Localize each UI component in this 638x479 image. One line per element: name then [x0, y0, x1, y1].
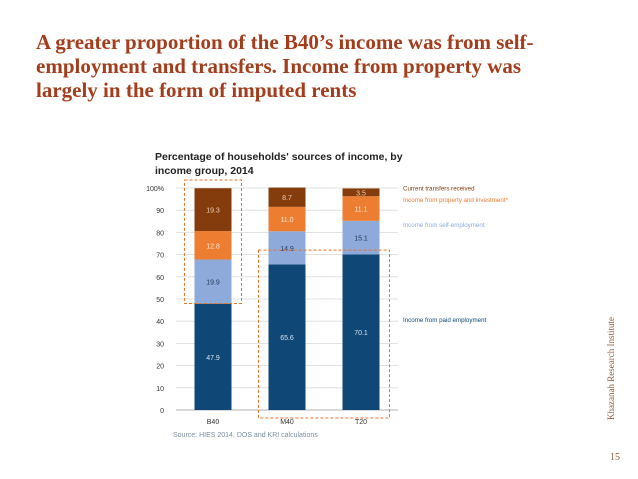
- legend-label: Income from paid employment: [403, 317, 487, 324]
- y-tick-label: 60: [156, 275, 164, 282]
- data-label: 12.8: [206, 243, 220, 250]
- x-tick-label: T20: [355, 419, 367, 426]
- y-tick-label: 80: [156, 230, 164, 237]
- data-label: 11.0: [280, 217, 293, 224]
- slide-title-line-1: A greater proportion of the B40’s income…: [36, 30, 534, 54]
- data-label: 19.3: [206, 208, 220, 215]
- data-label: 19.9: [206, 280, 220, 287]
- bar-segment: [194, 231, 232, 260]
- y-tick-label: 10: [156, 386, 164, 393]
- data-label: 8.7: [282, 195, 292, 202]
- data-label: 65.6: [280, 335, 294, 342]
- y-tick-label: 20: [156, 364, 164, 371]
- bar-segment: [194, 188, 232, 232]
- y-tick-label: 70: [156, 253, 164, 260]
- y-tick-label: 90: [156, 208, 164, 215]
- slide-title-line-3: largely in the form of imputed rents: [36, 78, 357, 102]
- chart-title-line-2: income group, 2014: [155, 165, 254, 177]
- bar-segment: [194, 259, 232, 304]
- bar-segment: [268, 264, 306, 410]
- y-tick-label: 40: [156, 319, 164, 326]
- bar-segment: [342, 220, 380, 255]
- bar-segment: [268, 187, 306, 207]
- y-tick-label: 100%: [146, 186, 164, 193]
- page-number: 15: [610, 452, 620, 463]
- data-label: 3.5: [356, 190, 366, 197]
- bar-segment: [342, 188, 380, 197]
- bar-segment: [268, 206, 306, 232]
- data-label: 11.1: [354, 207, 367, 214]
- data-label: 14.9: [280, 246, 294, 253]
- x-tick-label: M40: [280, 419, 294, 426]
- legend-label: Income from self-employment: [403, 222, 485, 229]
- bar-segment: [194, 303, 232, 410]
- bar-segment: [342, 196, 380, 221]
- chart-title: Percentage of households' sources of inc…: [155, 150, 445, 178]
- y-tick-label: 50: [156, 297, 164, 304]
- y-tick-label: 30: [156, 341, 164, 348]
- bar-segment: [342, 254, 380, 410]
- slide-title: A greater proportion of the B40’s income…: [36, 30, 596, 102]
- side-label: Khazanah Research Institute: [606, 317, 616, 420]
- highlight-box-m40-t20: [258, 249, 390, 419]
- y-tick-label: 0: [160, 408, 164, 415]
- legend-label: Income from property and investment*: [403, 197, 508, 204]
- slide-title-line-2: employment and transfers. Income from pr…: [36, 54, 522, 78]
- chart-title-line-1: Percentage of households' sources of inc…: [155, 151, 403, 163]
- data-label: 15.1: [354, 236, 368, 243]
- x-tick-label: B40: [207, 419, 220, 426]
- legend-label: Current transfers received: [403, 185, 475, 192]
- data-label: 47.9: [206, 355, 220, 362]
- data-label: 70.1: [354, 330, 368, 337]
- bar-segment: [268, 231, 306, 265]
- chart-source: Source: HIES 2014, DOS and KRI calculati…: [173, 432, 318, 439]
